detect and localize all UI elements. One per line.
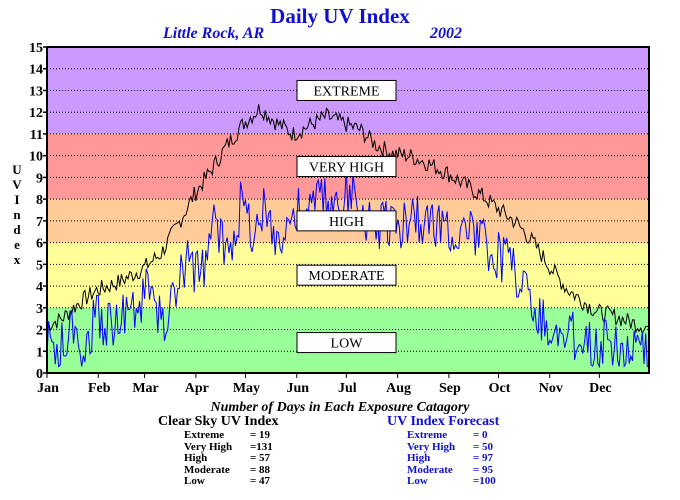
y-axis-label-char: I	[14, 192, 20, 207]
band-label: MODERATE	[308, 269, 384, 284]
year-label: 2002	[430, 25, 462, 42]
x-axis-ticks: Jan Feb Mar Apr May Jun Jul Aug Sep Oct Nov Dec	[37, 373, 612, 396]
band-label: EXTREME	[313, 84, 379, 99]
x-tick-label: Feb	[88, 381, 111, 396]
stat-row: Extreme = 19	[184, 429, 271, 441]
band-label: HIGH	[329, 215, 364, 230]
y-axis-label-char: U	[12, 162, 22, 177]
x-tick-label: Oct	[489, 381, 511, 396]
y-tick-label: 9	[36, 171, 43, 186]
y-tick-label: 7	[36, 215, 43, 230]
stat-row: Extreme = 0	[407, 429, 488, 441]
stat-row: High = 97	[407, 452, 494, 464]
y-axis-label-char: d	[13, 222, 21, 237]
y-tick-label: 13	[29, 84, 43, 99]
band-label-box	[296, 210, 397, 232]
stat-row: High = 57	[184, 452, 271, 464]
y-tick-label: 4	[36, 280, 43, 295]
x-tick-label: May	[233, 381, 260, 396]
x-tick-label: Jul	[338, 381, 357, 396]
y-tick-label: 8	[36, 193, 43, 208]
band-label: VERY HIGH	[309, 161, 384, 176]
chart-title: Daily UV Index	[270, 4, 410, 28]
x-tick-label: Aug	[386, 381, 411, 396]
y-tick-label: 10	[29, 150, 43, 165]
y-tick-label: 3	[36, 302, 43, 317]
band-label-box	[296, 264, 397, 286]
y-tick-label: 1	[36, 345, 43, 360]
y-axis-label-char: V	[12, 177, 22, 192]
y-tick-label: 11	[30, 128, 43, 143]
y-tick-label: 0	[36, 367, 43, 382]
x-tick-label: Nov	[539, 381, 563, 396]
stat-row: Low =100	[407, 475, 496, 487]
stat-row: Very High = 50	[407, 440, 494, 453]
stat-row: Very High =131	[184, 440, 273, 453]
location-label: Little Rock, AR	[163, 25, 265, 42]
y-tick-label: 12	[29, 106, 43, 121]
y-axis-label-char: e	[14, 237, 20, 252]
y-tick-label: 6	[36, 237, 43, 252]
y-tick-label: 15	[29, 41, 43, 56]
y-tick-label: 14	[29, 63, 43, 78]
plot-frame	[46, 46, 650, 374]
clear-sky-stats: Clear Sky UV Index Extreme = 19 Very High…	[158, 414, 278, 488]
clear-sky-line	[46, 104, 650, 335]
band-label-box	[296, 332, 397, 354]
y-axis-label-char: x	[13, 252, 21, 267]
x-tick-label: Apr	[185, 381, 209, 396]
y-tick-label: 5	[36, 258, 43, 273]
band-label: LOW	[331, 337, 364, 352]
x-tick-label: Jan	[37, 381, 59, 396]
stat-row: Moderate = 88	[184, 463, 271, 476]
x-tick-label: Jun	[286, 381, 309, 396]
category-caption: Number of Days in Each Exposure Catagory	[210, 400, 470, 415]
clear-sky-heading: Clear Sky UV Index	[158, 414, 279, 429]
x-tick-label: Dec	[589, 381, 612, 396]
band-label-box	[296, 79, 397, 101]
x-tick-label: Mar	[132, 381, 158, 396]
y-tick-label: 2	[36, 324, 43, 339]
band-labels: LOW MODERATE HIGH VERY HIGH EXTREME	[296, 79, 397, 354]
forecast-stats: UV Index Forecast Extreme = 0 Very High = …	[387, 414, 499, 488]
forecast-heading: UV Index Forecast	[387, 414, 500, 429]
y-axis-label-char: n	[13, 207, 21, 222]
band-label-box	[296, 156, 397, 178]
x-tick-label: Sep	[439, 381, 461, 396]
stat-row: Low = 47	[184, 475, 271, 487]
stat-row: Moderate = 95	[407, 463, 494, 476]
